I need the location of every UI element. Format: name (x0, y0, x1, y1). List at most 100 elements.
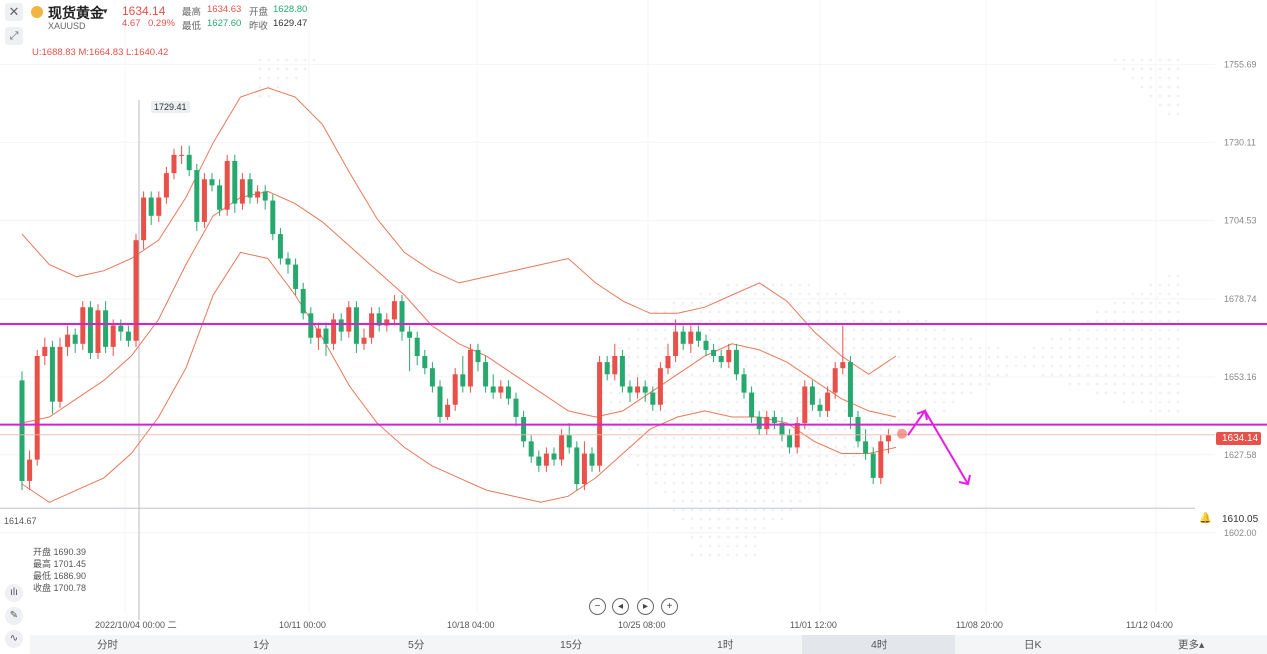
map-dot (1086, 337, 1090, 341)
map-dot (1158, 76, 1162, 80)
map-dot (789, 382, 793, 386)
candle-body (262, 191, 268, 201)
zoom-out-icon[interactable]: − (589, 598, 606, 615)
candle-body (718, 356, 724, 363)
wave-icon[interactable]: ∿ (5, 630, 23, 648)
map-dot (681, 481, 685, 485)
map-dot (834, 328, 838, 332)
map-dot (681, 508, 685, 512)
map-dot (1086, 355, 1090, 359)
map-dot (924, 319, 928, 323)
candle-body (673, 331, 679, 356)
map-dot (753, 544, 757, 548)
map-dot (753, 526, 757, 530)
map-dot (726, 400, 730, 404)
map-dot (726, 499, 730, 503)
map-dot (771, 436, 775, 440)
map-dot (789, 346, 793, 350)
map-dot (888, 382, 892, 386)
map-dot (1104, 364, 1108, 368)
map-dot (1149, 346, 1153, 350)
map-dot (636, 436, 640, 440)
tab-timeframe-15m[interactable]: 15分 (560, 639, 583, 651)
candle-body (650, 392, 656, 405)
box-open: 开盘 1690.39 (33, 547, 87, 557)
map-dot (861, 418, 865, 422)
candles-group (19, 145, 891, 491)
map-dot (717, 328, 721, 332)
indicator-icon[interactable]: ılı (5, 584, 23, 602)
x-tick-label: 11/01 12:00 (790, 620, 837, 630)
map-dot (762, 499, 766, 503)
bell-icon[interactable]: 🔔 (1199, 513, 1212, 524)
map-dot (780, 328, 784, 332)
map-dot (807, 463, 811, 467)
map-dot (1140, 382, 1144, 386)
map-dot (789, 400, 793, 404)
map-dot (1140, 58, 1144, 62)
zoom-in-icon[interactable]: + (661, 598, 678, 615)
map-dot (762, 526, 766, 530)
map-dot (690, 355, 694, 359)
map-dot (1131, 400, 1135, 404)
map-dot (1023, 355, 1027, 359)
y-axis: 1755.69 1730.11 1704.53 1678.74 1653.16 1627.… (1224, 59, 1257, 537)
map-dot (1104, 373, 1108, 377)
tab-timeframe-tick[interactable]: 分时 (97, 639, 118, 651)
map-dot (690, 310, 694, 314)
tab-timeframe-day[interactable]: 日K (1024, 639, 1042, 651)
map-dot (870, 301, 874, 305)
jump-end-icon[interactable]: ▸ (637, 598, 654, 615)
map-dot (780, 364, 784, 368)
chevron-down-icon[interactable]: ▾ (103, 6, 108, 16)
map-dot (807, 328, 811, 332)
map-dot (834, 319, 838, 323)
map-dot (753, 382, 757, 386)
map-dot (1113, 310, 1117, 314)
map-dot (1077, 346, 1081, 350)
tab-timeframe-1h[interactable]: 1时 (717, 639, 734, 651)
map-dot (708, 436, 712, 440)
map-dot (888, 310, 892, 314)
map-dot (672, 301, 676, 305)
map-dot (798, 472, 802, 476)
candle-body (802, 386, 808, 424)
map-dot (699, 310, 703, 314)
map-dot (1122, 319, 1126, 323)
map-dot (699, 319, 703, 323)
map-dot (780, 400, 784, 404)
tab-timeframe-4h[interactable]: 4时 (871, 639, 888, 651)
map-dot (807, 427, 811, 431)
high-value: 1634.63 (207, 4, 242, 15)
map-dot (834, 418, 838, 422)
map-dot (1077, 364, 1081, 368)
map-dot (753, 535, 757, 539)
instrument-title[interactable]: 现货黄金 (48, 5, 104, 21)
map-dot (717, 310, 721, 314)
map-dot (942, 400, 946, 404)
map-dot (681, 355, 685, 359)
map-dot (1158, 391, 1162, 395)
map-dot (789, 490, 793, 494)
map-dot (843, 346, 847, 350)
map-dot (753, 517, 757, 521)
pencil-icon[interactable]: ✎ (5, 607, 23, 625)
map-dot (834, 400, 838, 404)
jump-start-icon[interactable]: ◂ (612, 598, 629, 615)
tab-timeframe-1m[interactable]: 1分 (253, 639, 270, 651)
alert-price[interactable]: 1610.05 (1222, 514, 1259, 525)
candle-body (612, 356, 618, 375)
tab-timeframe-more[interactable]: 更多▴ (1178, 639, 1205, 651)
map-dot (654, 337, 658, 341)
map-dot (780, 292, 784, 296)
map-dot (1005, 364, 1009, 368)
map-dot (285, 58, 289, 62)
draw-tool-icon[interactable]: ⤢ (5, 27, 23, 45)
map-dot (258, 76, 262, 80)
map-dot (1176, 292, 1180, 296)
map-dot (852, 337, 856, 341)
close-icon[interactable]: ✕ (5, 3, 23, 21)
map-dot (771, 283, 775, 287)
tab-timeframe-5m[interactable]: 5分 (408, 639, 425, 651)
